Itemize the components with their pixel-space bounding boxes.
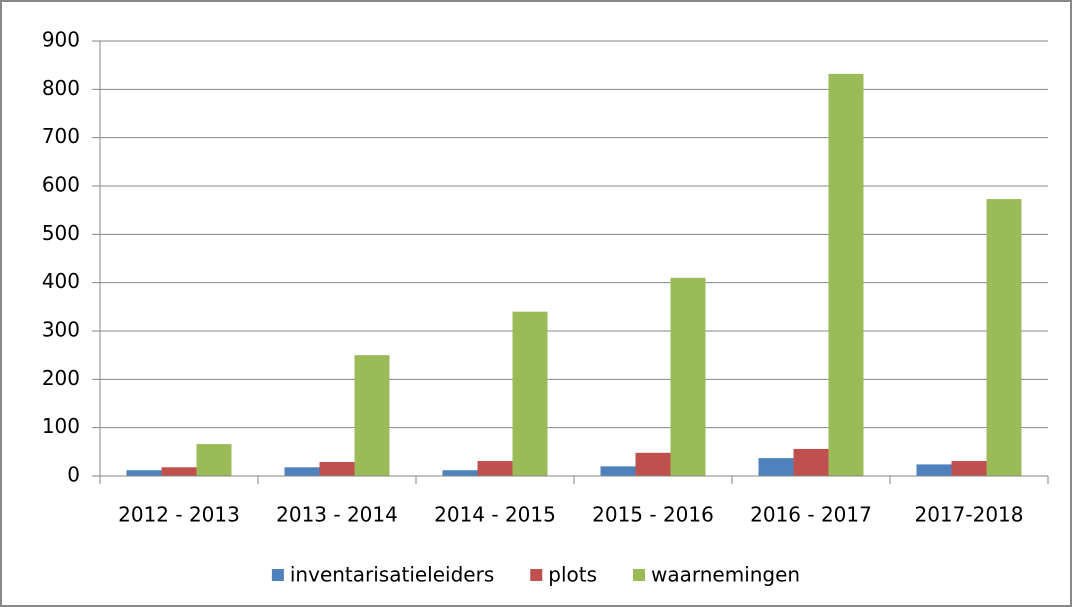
y-tick-label: 600 xyxy=(42,173,80,197)
bar xyxy=(354,355,390,476)
y-tick-label: 0 xyxy=(67,463,80,487)
x-tick-label: 2017-2018 xyxy=(914,503,1023,527)
bar xyxy=(986,199,1022,477)
y-tick-label: 100 xyxy=(42,414,80,438)
legend-label: waarnemingen xyxy=(651,563,800,587)
legend-swatch xyxy=(271,569,284,581)
bar xyxy=(828,73,864,476)
x-tick-label: 2013 - 2014 xyxy=(276,503,398,527)
bar xyxy=(196,444,232,476)
y-tick-label: 300 xyxy=(42,318,80,342)
y-tick-label: 700 xyxy=(42,124,80,148)
bar xyxy=(635,452,671,476)
bar xyxy=(319,461,355,476)
bar xyxy=(284,467,320,476)
x-tick-label: 2012 - 2013 xyxy=(118,503,240,527)
bar xyxy=(758,458,794,476)
legend-swatch xyxy=(633,569,645,581)
legend-label: plots xyxy=(548,563,597,587)
bar xyxy=(670,277,706,476)
bar xyxy=(600,466,636,476)
y-tick-label: 800 xyxy=(42,76,80,100)
bar xyxy=(477,461,513,476)
y-tick-label: 500 xyxy=(42,221,80,245)
y-tick-label: 400 xyxy=(42,269,80,293)
bar xyxy=(126,470,162,476)
bar xyxy=(161,467,197,476)
x-tick-label: 2014 - 2015 xyxy=(434,503,556,527)
legend-label: inventarisatieleiders xyxy=(290,563,494,587)
bar xyxy=(512,311,548,476)
bar xyxy=(916,464,952,476)
bar xyxy=(793,448,829,476)
legend-swatch xyxy=(530,569,543,581)
y-tick-label: 900 xyxy=(42,28,80,52)
x-tick-label: 2016 - 2017 xyxy=(750,503,872,527)
bar xyxy=(951,461,987,476)
y-tick-label: 200 xyxy=(42,366,80,390)
x-tick-label: 2015 - 2016 xyxy=(592,503,714,527)
bar xyxy=(442,470,478,476)
